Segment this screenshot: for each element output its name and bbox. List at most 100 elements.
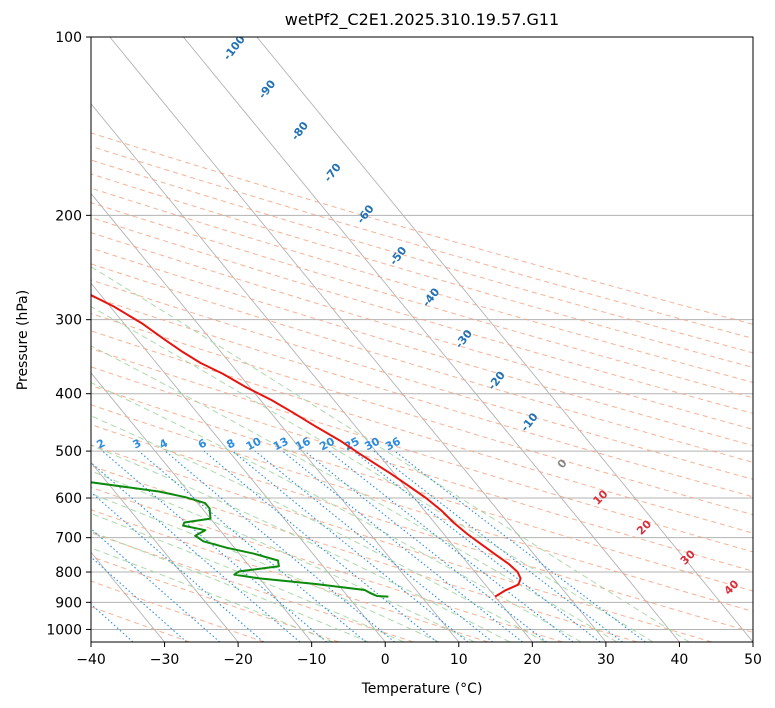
mixing-ratio-label: 10 — [244, 435, 264, 454]
moist-adiabat-line — [91, 530, 369, 642]
mixing-ratio-line — [138, 450, 367, 642]
dry-adiabat-label: 30 — [678, 547, 698, 567]
x-tick-label: −30 — [150, 652, 180, 668]
y-axis-label: Pressure (hPa) — [15, 290, 31, 390]
mixing-ratio-line — [164, 450, 396, 642]
y-tick-label: 100 — [55, 30, 82, 46]
moist-adiabat-label: -20 — [485, 369, 508, 393]
moist-adiabat-line — [91, 382, 582, 642]
moist-adiabat-label: -40 — [420, 285, 443, 309]
x-tick-label: 20 — [523, 652, 541, 668]
dry-adiabat-line — [91, 159, 753, 354]
dry-adiabat-line — [91, 312, 753, 516]
dry-adiabat-line — [91, 232, 753, 430]
dry-adiabat-line — [91, 366, 753, 572]
moist-adiabat-line — [91, 444, 511, 642]
moist-adiabat-label: -30 — [453, 327, 476, 351]
moist-adiabat-line — [91, 266, 690, 642]
x-tick-label: 10 — [450, 652, 468, 668]
mixing-ratio-line — [91, 528, 221, 642]
mixing-ratio-line — [91, 491, 264, 642]
x-tick-label: 40 — [671, 652, 689, 668]
isotherm-line — [91, 461, 239, 642]
x-tick-label: −10 — [297, 652, 327, 668]
mixing-ratio-label: 16 — [293, 435, 313, 454]
dewpoint-profile-line — [91, 481, 389, 598]
x-tick-label: 0 — [381, 652, 390, 668]
dry-adiabat-label: 10 — [591, 487, 611, 507]
x-tick-label: −40 — [76, 652, 106, 668]
mixing-ratio-line — [91, 556, 187, 642]
y-axis: 1000 900 800 700 600 500 400 300 200 100 — [46, 30, 91, 638]
dry-adiabat-line — [91, 330, 753, 534]
moist-adiabat-label: -80 — [289, 119, 312, 143]
chart-title: wetPf2_C2E1.2025.310.19.57.G11 — [285, 10, 559, 30]
moist-adiabat-line — [91, 306, 654, 642]
mixing-ratio-line — [304, 450, 547, 642]
mixing-ratio-label: 36 — [383, 435, 403, 454]
dry-adiabat-line — [91, 384, 753, 592]
y-tick-label: 200 — [55, 208, 82, 224]
dry-adiabat-line — [91, 532, 414, 642]
x-tick-label: −20 — [223, 652, 253, 668]
mixing-ratio-line — [102, 450, 328, 642]
isotherm-line — [91, 641, 92, 642]
mixing-ratio-line — [203, 450, 438, 642]
x-tick-label: 30 — [597, 652, 615, 668]
mixing-ratio-line — [232, 450, 469, 642]
isotherm-line — [256, 37, 753, 642]
x-axis: −40 −30 −20 −10 0 10 20 30 40 50 — [76, 642, 762, 668]
moist-adiabat-line — [91, 512, 404, 642]
y-tick-label: 700 — [55, 531, 82, 547]
mixing-ratio-label: 2 — [94, 436, 107, 451]
dry-adiabat-line — [91, 296, 753, 498]
isotherm-line — [109, 37, 607, 642]
line-label-layer: 0.10.20.40.611.52346810131620253036-100-… — [0, 37, 742, 598]
dry-adiabat-line — [91, 404, 753, 612]
mixing-ratio-label: 6 — [196, 436, 209, 451]
dry-adiabat-line — [91, 424, 753, 633]
mixing-ratio-line — [394, 450, 646, 642]
moist-adiabat-label: -90 — [256, 77, 279, 101]
mixing-ratio-label: 4 — [157, 436, 170, 451]
dry-adiabat-line — [91, 202, 753, 399]
moist-adiabat-label: 0 — [555, 457, 570, 471]
mixing-ratio-label: 25 — [342, 435, 362, 454]
moist-adiabat-label: -60 — [354, 202, 377, 226]
y-tick-label: 900 — [55, 595, 82, 611]
grid-layer — [91, 37, 753, 642]
series-layer — [91, 294, 522, 598]
dry-adiabat-line — [91, 187, 753, 384]
dry-adiabat-line — [91, 216, 753, 414]
y-tick-label: 600 — [55, 491, 82, 507]
y-tick-label: 800 — [55, 565, 82, 581]
mixing-ratio-line — [373, 450, 623, 642]
x-tick-label: 50 — [744, 652, 762, 668]
dry-adiabat-line — [91, 465, 638, 642]
isotherm-line — [182, 37, 680, 642]
mixing-ratio-line — [254, 450, 494, 642]
dry-adiabat-line — [91, 132, 753, 325]
dry-adiabat-line — [91, 247, 753, 447]
moist-adiabat-label: -70 — [321, 161, 344, 185]
isotherm-line — [91, 372, 313, 642]
y-tick-label: 500 — [55, 444, 82, 460]
x-axis-label: Temperature (°C) — [361, 681, 483, 697]
dry-adiabat-line — [91, 444, 712, 642]
moist-adiabat-label: -50 — [387, 244, 410, 268]
dry-adiabat-label: 20 — [634, 517, 654, 537]
dry-adiabat-line — [91, 173, 753, 369]
mixing-ratio-line — [353, 450, 601, 642]
plot-frame — [90, 36, 754, 643]
dry-adiabat-line — [91, 279, 753, 480]
dry-adiabat-label: 40 — [722, 577, 742, 597]
mixing-ratio-label: 0.6 — [0, 434, 14, 455]
y-tick-label: 1000 — [46, 622, 82, 638]
dry-adiabat-line — [91, 145, 753, 339]
moist-adiabat-line — [91, 492, 440, 642]
moist-adiabat-line — [91, 547, 333, 642]
mixing-ratio-label: 13 — [271, 435, 291, 454]
mixing-ratio-label: 1 — [36, 436, 49, 451]
dry-adiabat-line — [91, 555, 339, 642]
